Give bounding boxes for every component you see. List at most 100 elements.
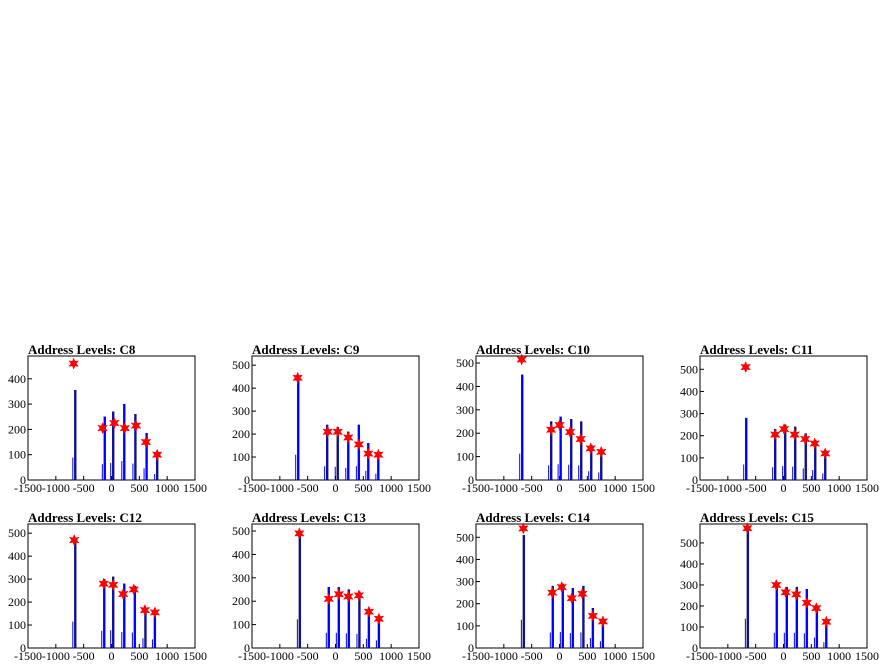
y-tick-label: 400 — [232, 381, 250, 395]
peak-marker — [108, 416, 120, 430]
y-tick-label: 200 — [680, 599, 698, 613]
histogram-bar — [103, 416, 106, 481]
panel-title: Address Levels: C13 — [252, 510, 366, 525]
peak-marker — [821, 615, 832, 628]
peak-marker — [790, 588, 802, 601]
x-tick-label: 1000 — [603, 481, 627, 495]
y-tick-label: 100 — [232, 450, 250, 464]
y-tick-label: 100 — [8, 448, 26, 462]
peak-marker — [556, 580, 568, 594]
histogram-bar — [794, 426, 797, 481]
peak-marker — [810, 601, 822, 615]
y-tick-label: 400 — [8, 372, 26, 386]
peak-marker — [566, 592, 578, 605]
plot-frame — [699, 355, 868, 481]
panel-title: Address Levels: C11 — [700, 342, 813, 357]
x-tick-label: 1500 — [407, 649, 431, 663]
histogram-bar — [561, 583, 564, 649]
y-tick-label: 0 — [244, 473, 250, 487]
x-tick-label: -1500 — [462, 481, 490, 495]
histogram-bar — [570, 419, 573, 481]
x-tick-label: 500 — [578, 481, 596, 495]
peak-marker — [353, 438, 365, 451]
x-tick-label: 1000 — [155, 481, 179, 495]
panel-title: Address Levels: C8 — [28, 342, 136, 357]
y-tick-label: 400 — [456, 552, 474, 566]
y-tick-label: 300 — [8, 397, 26, 411]
y-tick-label: 400 — [456, 379, 474, 393]
histogram-bar — [367, 443, 370, 481]
histogram-bar — [571, 588, 575, 649]
histogram-bar — [74, 390, 77, 481]
y-tick-label: 300 — [232, 571, 250, 585]
x-tick-label: -1000 — [714, 481, 742, 495]
y-tick-label: 300 — [456, 403, 474, 417]
x-tick-label: 0 — [333, 649, 339, 663]
y-tick-label: 400 — [232, 547, 250, 561]
x-tick-label: -1500 — [238, 481, 266, 495]
peak-marker — [516, 353, 527, 366]
x-tick-label: -500 — [73, 481, 95, 495]
peak-marker — [373, 448, 384, 461]
x-tick-label: 0 — [333, 481, 339, 495]
peak-marker — [119, 421, 131, 435]
peak-marker — [151, 448, 163, 461]
histogram-bar — [134, 414, 137, 481]
peak-marker — [576, 587, 588, 600]
peak-marker — [68, 533, 80, 547]
peak-marker — [292, 371, 303, 384]
x-tick-label: -1000 — [490, 649, 518, 663]
peak-marker — [801, 596, 813, 609]
peak-marker — [117, 587, 129, 601]
panel-title: Address Levels: C9 — [252, 342, 360, 357]
histogram-bar — [795, 586, 799, 649]
peak-marker — [778, 422, 790, 436]
histogram-bar — [298, 533, 302, 649]
histogram-bar — [551, 585, 554, 649]
peak-marker — [597, 615, 609, 628]
y-tick-label: 100 — [8, 618, 26, 632]
peak-marker — [789, 428, 800, 441]
x-tick-label: -1500 — [686, 481, 714, 495]
x-tick-label: 1000 — [603, 649, 627, 663]
x-tick-label: 500 — [130, 481, 148, 495]
histogram-bar — [550, 421, 553, 481]
peak-marker — [293, 527, 305, 540]
y-tick-label: 500 — [680, 362, 698, 376]
x-tick-label: -1500 — [686, 649, 714, 663]
y-tick-label: 0 — [468, 473, 474, 487]
y-tick-label: 200 — [232, 427, 250, 441]
plot-frame — [699, 523, 868, 649]
panel-3: Address Levels: C11 0 100 200 300 400 500 -1500… — [680, 342, 879, 495]
y-tick-label: 300 — [680, 407, 698, 421]
x-tick-label: -500 — [297, 481, 319, 495]
y-tick-label: 100 — [456, 619, 474, 633]
panel-1: Address Levels: C90100200300400500-1500-… — [232, 342, 431, 495]
panel-7: Address Levels: C15 0 100 200 300 400 500 -1500… — [680, 510, 879, 663]
peak-marker — [585, 442, 597, 455]
x-tick-label: -1500 — [238, 649, 266, 663]
y-tick-label: 200 — [8, 595, 26, 609]
x-tick-label: 1500 — [855, 649, 879, 663]
histogram-bar — [784, 424, 787, 481]
y-tick-label: 500 — [8, 526, 26, 540]
x-tick-label: 1500 — [407, 481, 431, 495]
y-tick-label: 200 — [680, 429, 698, 443]
x-tick-label: 1500 — [183, 481, 207, 495]
x-tick-label: 0 — [557, 649, 563, 663]
y-tick-label: 300 — [680, 578, 698, 592]
x-tick-label: -500 — [521, 649, 543, 663]
plot-frame — [251, 355, 420, 481]
histogram-bar — [74, 542, 77, 649]
x-tick-label: 1500 — [631, 481, 655, 495]
peak-marker — [332, 425, 344, 438]
x-tick-label: -1500 — [14, 481, 42, 495]
peak-marker — [97, 421, 108, 435]
x-tick-label: -1000 — [266, 481, 294, 495]
histogram-bar — [337, 587, 340, 649]
histogram-bar — [775, 586, 778, 649]
x-tick-label: 0 — [781, 481, 787, 495]
peak-marker — [373, 612, 385, 625]
histogram-bar — [153, 613, 157, 649]
x-tick-label: 500 — [802, 481, 820, 495]
